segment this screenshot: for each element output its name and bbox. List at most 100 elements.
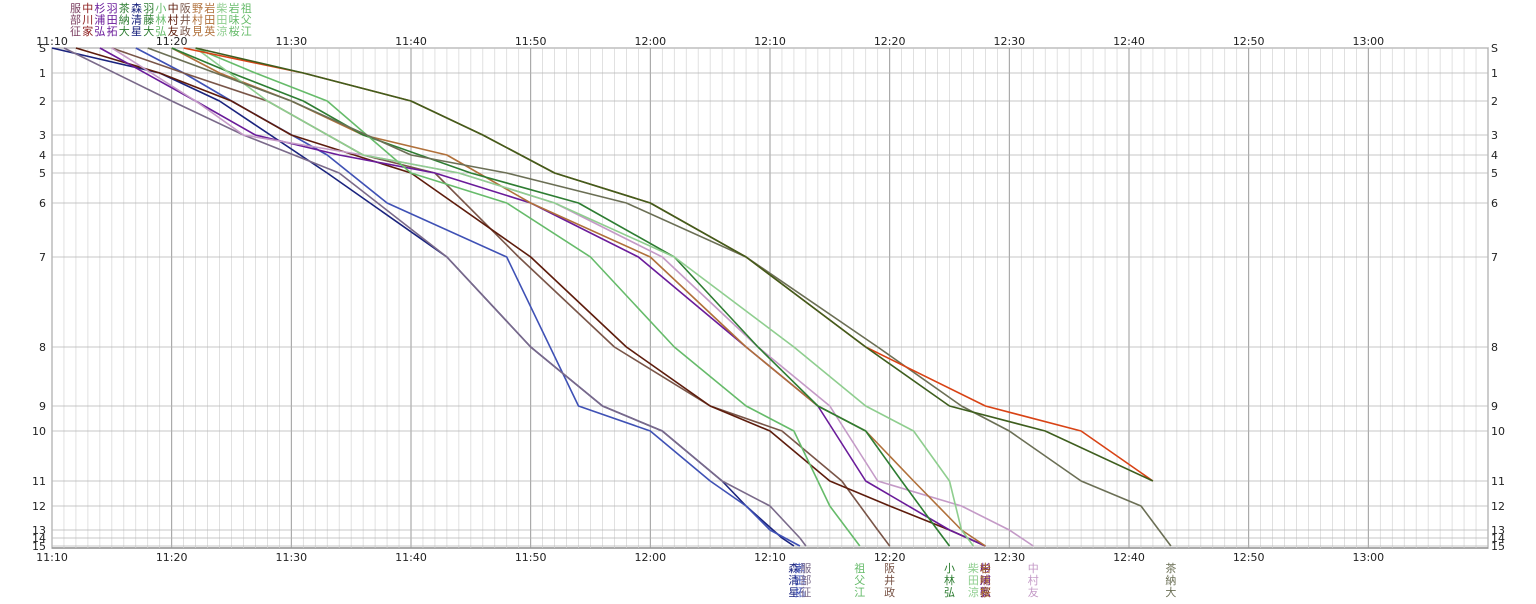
series-line-s04 (111, 47, 891, 547)
x-tick-label-top: 12:10 (754, 35, 786, 48)
end-label-char: 阪 (884, 561, 895, 575)
end-label-char: 友 (1028, 585, 1039, 599)
series-line-s12 (147, 47, 1172, 547)
legend-char: 茶 (119, 2, 130, 15)
series-line-s06 (99, 47, 986, 547)
y-tick-label-right: 6 (1491, 197, 1498, 210)
legend-char: 見 (192, 25, 203, 38)
x-tick-label-top: 11:50 (515, 35, 547, 48)
legend-char: 羽 (107, 2, 118, 15)
end-label-char: 柴 (968, 561, 979, 575)
end-label-char: 川 (980, 574, 991, 587)
legend-char: 祖 (241, 1, 252, 15)
y-tick-label-right: S (1491, 42, 1498, 55)
x-tick-label-top: 11:30 (275, 35, 307, 48)
grid-lines (51, 47, 1489, 549)
end-label-char: 田 (968, 574, 979, 587)
legend-char: 服 (70, 2, 81, 15)
y-tick-label-left: 8 (39, 341, 46, 354)
legend-char: 友 (168, 24, 179, 38)
x-tick-label-bottom: 12:40 (1113, 551, 1145, 564)
end-label-char: 清 (788, 574, 799, 587)
y-tick-label-right: 8 (1491, 341, 1498, 354)
y-tick-label-right: 9 (1491, 400, 1498, 413)
x-tick-label-bottom: 12:20 (874, 551, 906, 564)
y-tick-label-left: 14 (32, 532, 46, 545)
y-tick-label-left: 2 (39, 95, 46, 108)
end-label-char: 父 (854, 574, 865, 587)
x-tick-label-top: 11:20 (156, 35, 188, 48)
y-tick-label-right: 12 (1491, 500, 1505, 513)
y-tick-label-right: 4 (1491, 149, 1498, 162)
legend-char: 父 (241, 14, 252, 27)
y-tick-label-left: 3 (39, 129, 46, 142)
legend-char: 桜 (229, 24, 240, 38)
series-line-s07 (111, 47, 1034, 547)
legend-char: 弘 (155, 25, 166, 38)
legend-char: 川 (82, 14, 93, 27)
end-label-char: 弘 (944, 586, 955, 599)
y-tick-label-right: 11 (1491, 475, 1505, 488)
legend-char: 柴 (216, 1, 227, 15)
end-label-char: 弘 (980, 586, 991, 599)
end-label-char: 茶 (1165, 562, 1176, 575)
end-label-char: 大 (1165, 585, 1176, 599)
y-tick-label-right: 10 (1491, 425, 1505, 438)
legend: 服中杉羽茶森羽小中阪野岩柴岩祖部川浦田納清藤林村井村田田味父征家弘拓大星大弘友政… (70, 1, 252, 38)
end-label-char: 村 (1028, 573, 1039, 587)
y-tick-label-left: 12 (32, 500, 46, 513)
x-tick-label-bottom: 13:00 (1352, 551, 1384, 564)
end-label-char: 林 (944, 573, 955, 587)
y-tick-label-right: 2 (1491, 95, 1498, 108)
y-tick-label-left: 4 (39, 149, 46, 162)
y-tick-label-right: 13 (1491, 524, 1505, 537)
x-tick-label-top: 11:40 (395, 35, 427, 48)
y-tick-label-left: 5 (39, 167, 46, 180)
legend-char: 羽 (143, 2, 154, 15)
x-tick-label-bottom: 12:50 (1233, 551, 1265, 564)
x-tick-label-top: 12:00 (634, 35, 666, 48)
x-tick-label-bottom: 12:10 (754, 551, 786, 564)
x-tick-label-top: 12:50 (1233, 35, 1265, 48)
legend-char: 田 (216, 14, 227, 27)
legend-char: 井 (180, 13, 191, 27)
legend-char: 涼 (216, 24, 227, 38)
legend-char: 野 (192, 2, 203, 15)
x-tick-label-bottom: 11:10 (36, 551, 68, 564)
legend-char: 岩 (229, 1, 240, 15)
series-line-s02 (135, 47, 801, 547)
legend-char: 村 (192, 13, 203, 27)
y-tick-label-left: 15 (32, 540, 46, 553)
legend-char: 味 (229, 14, 240, 27)
end-label-char: 政 (884, 585, 895, 599)
end-label-char: 涼 (968, 585, 979, 599)
legend-char: 清 (131, 14, 142, 27)
legend-char: 星 (131, 25, 142, 38)
y-tick-label-left: S (39, 42, 46, 55)
legend-char: 江 (241, 25, 252, 38)
y-tick-label-right: 5 (1491, 167, 1498, 180)
series-line-s13 (183, 47, 1154, 482)
end-label-char: 中 (1028, 562, 1039, 575)
x-tick-label-top: 12:40 (1113, 35, 1145, 48)
legend-char: 岩 (204, 1, 215, 15)
end-label-char: 桜 (980, 585, 991, 599)
series-line-s14 (195, 47, 1154, 482)
end-label-char: 家 (980, 585, 991, 599)
legend-char: 林 (155, 13, 166, 27)
legend-char: 中 (168, 2, 179, 15)
y-tick-label-left: 6 (39, 197, 46, 210)
y-tick-label-right: 3 (1491, 129, 1498, 142)
y-tick-label-right: 15 (1491, 540, 1505, 553)
end-label-char: 浦 (980, 574, 991, 587)
series-line-s05 (75, 47, 986, 547)
series-line-s03 (63, 47, 807, 547)
y-tick-label-right: 1 (1491, 67, 1498, 80)
end-label-char: 江 (854, 586, 865, 599)
legend-char: 部 (70, 13, 81, 27)
legend-char: 大 (143, 24, 154, 38)
y-tick-label-left: 1 (39, 67, 46, 80)
legend-char: 弘 (94, 25, 105, 38)
